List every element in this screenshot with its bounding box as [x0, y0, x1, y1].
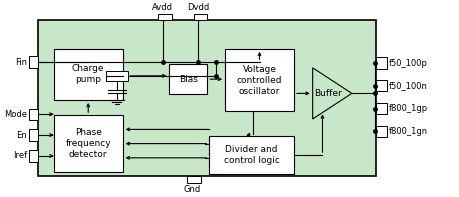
FancyBboxPatch shape: [106, 71, 127, 81]
Text: Voltage
controlled
oscillator: Voltage controlled oscillator: [236, 64, 282, 96]
FancyBboxPatch shape: [375, 126, 386, 137]
FancyBboxPatch shape: [375, 80, 386, 91]
FancyBboxPatch shape: [29, 150, 38, 162]
FancyBboxPatch shape: [224, 49, 293, 111]
Text: Avdd: Avdd: [152, 3, 173, 12]
FancyBboxPatch shape: [209, 136, 293, 174]
Text: En: En: [17, 131, 27, 140]
FancyBboxPatch shape: [29, 129, 38, 141]
Text: f800_1gn: f800_1gn: [388, 127, 427, 136]
FancyBboxPatch shape: [158, 14, 171, 20]
Text: Dvdd: Dvdd: [187, 3, 209, 12]
FancyBboxPatch shape: [29, 109, 38, 120]
FancyBboxPatch shape: [54, 49, 123, 100]
FancyBboxPatch shape: [54, 115, 123, 172]
Text: Fin: Fin: [15, 58, 27, 67]
FancyBboxPatch shape: [375, 57, 386, 69]
FancyBboxPatch shape: [29, 56, 38, 68]
Text: Mode: Mode: [4, 110, 27, 119]
FancyBboxPatch shape: [38, 20, 375, 176]
Text: Iref: Iref: [13, 151, 27, 160]
Text: Phase
frequency
detector: Phase frequency detector: [65, 128, 111, 159]
Text: f800_1gp: f800_1gp: [388, 104, 427, 113]
Text: Charge
pump: Charge pump: [72, 64, 104, 85]
FancyBboxPatch shape: [375, 103, 386, 114]
Text: f50_100p: f50_100p: [388, 59, 427, 68]
FancyBboxPatch shape: [187, 176, 200, 183]
Text: Gnd: Gnd: [183, 185, 200, 194]
Polygon shape: [312, 68, 351, 119]
FancyBboxPatch shape: [193, 14, 207, 20]
FancyBboxPatch shape: [169, 64, 207, 94]
Text: f50_100n: f50_100n: [388, 81, 427, 90]
Text: Divider and
control logic: Divider and control logic: [223, 145, 279, 165]
Text: Buffer: Buffer: [313, 89, 341, 98]
Text: Bias: Bias: [179, 75, 197, 84]
